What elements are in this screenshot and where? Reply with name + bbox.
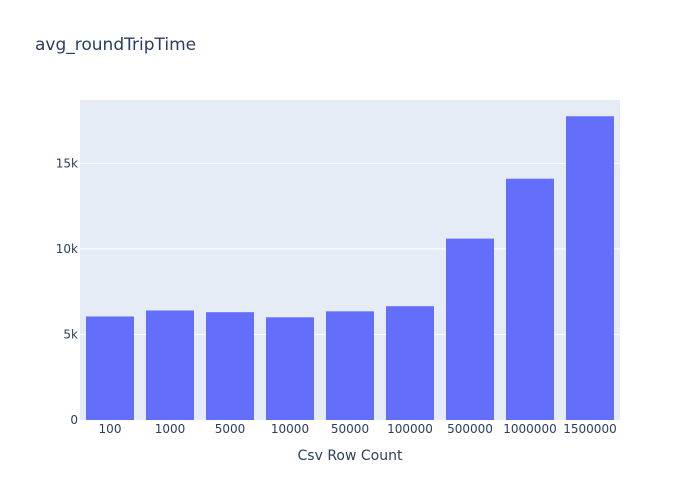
bar-100[interactable] — [86, 316, 134, 420]
bar-50000[interactable] — [326, 311, 374, 420]
bar-500000[interactable] — [446, 238, 494, 420]
x-tick-label: 10000 — [271, 422, 309, 436]
x-tick-label: 1000000 — [503, 422, 556, 436]
bar-100000[interactable] — [386, 306, 434, 420]
x-tick-label: 50000 — [331, 422, 369, 436]
y-axis: 0 5k 10k 15k — [56, 156, 78, 427]
bar-1000[interactable] — [146, 310, 194, 420]
x-axis-title: Csv Row Count — [298, 448, 403, 464]
bar-1000000[interactable] — [506, 178, 554, 420]
x-tick-label: 1000 — [155, 422, 186, 436]
x-tick-label: 1500000 — [563, 422, 616, 436]
x-tick-label: 100000 — [387, 422, 433, 436]
chart-title: avg_roundTripTime — [35, 35, 196, 55]
y-tick-label: 0 — [70, 413, 78, 427]
bar-5000[interactable] — [206, 312, 254, 420]
y-tick-label: 15k — [56, 156, 78, 170]
bar-10000[interactable] — [266, 317, 314, 420]
y-tick-label: 5k — [63, 327, 78, 341]
x-axis: 100 1000 5000 10000 50000 100000 500000 1000000… — [99, 422, 617, 436]
y-tick-label: 10k — [56, 242, 78, 256]
x-tick-label: 5000 — [215, 422, 246, 436]
bars — [86, 116, 614, 420]
bar-1500000[interactable] — [566, 116, 614, 420]
x-tick-label: 100 — [99, 422, 122, 436]
x-tick-label: 500000 — [447, 422, 493, 436]
